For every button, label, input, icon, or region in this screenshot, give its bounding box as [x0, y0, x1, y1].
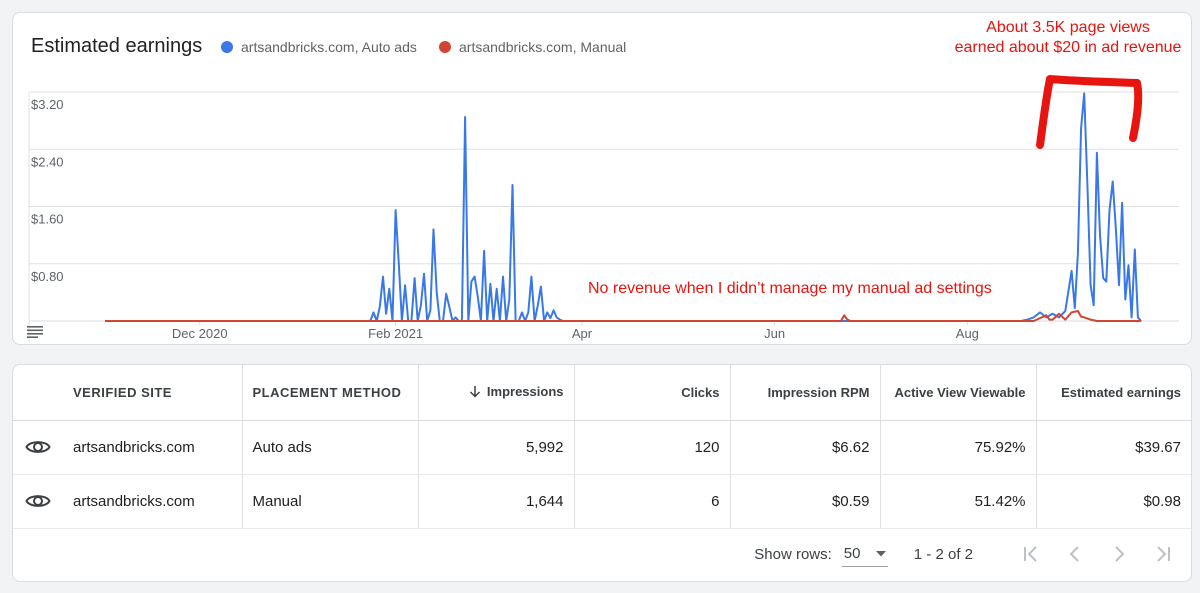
annotation-line: About 3.5K page views: [986, 19, 1150, 36]
series-line-auto-ads: [105, 92, 1142, 322]
cell-method: Manual: [242, 474, 419, 529]
last-page-icon: [1157, 546, 1170, 562]
cell-rpm: $6.62: [730, 420, 881, 475]
annotation-bracket: [1036, 75, 1143, 149]
x-tick-label: Feb 2021: [368, 326, 423, 341]
next-page-button[interactable]: [1097, 539, 1141, 569]
last-page-button[interactable]: [1141, 539, 1185, 569]
first-page-icon: [1024, 546, 1037, 562]
sort-arrow-down-icon: [469, 385, 481, 401]
y-tick-label: $3.20: [31, 97, 64, 112]
cell-site: artsandbricks.com: [63, 420, 243, 475]
x-tick-label: Apr: [572, 326, 593, 341]
header-impressions-label: Impressions: [486, 383, 564, 399]
pagination-range: 1 - 2 of 2: [913, 545, 973, 563]
cell-site: artsandbricks.com: [63, 474, 243, 529]
header-estimated-earnings[interactable]: Estimated earnings: [1036, 365, 1191, 421]
dropdown-arrow-icon: [875, 550, 886, 556]
eye-icon[interactable]: [25, 492, 51, 510]
cell-impressions: 5,992: [418, 420, 575, 475]
header-visibility: [13, 365, 63, 421]
table-header-row: VERIFIED SITE PLACEMENT METHOD Impressio…: [13, 365, 1191, 421]
series-line-manual: [105, 310, 1142, 322]
visibility-cell: [13, 420, 63, 475]
chevron-left-icon: [1069, 546, 1079, 562]
cell-earnings: $0.98: [1036, 474, 1191, 529]
cell-clicks: 120: [574, 420, 731, 475]
annotation-middle: No revenue when I didn’t manage my manua…: [588, 280, 992, 297]
first-page-button[interactable]: [1009, 539, 1053, 569]
legend-label: artsandbricks.com, Auto ads: [241, 39, 417, 55]
header-impressions[interactable]: Impressions: [418, 365, 575, 421]
y-tick-label: $1.60: [31, 212, 64, 227]
header-verified-site[interactable]: VERIFIED SITE: [63, 365, 243, 421]
earnings-chart: $3.20 $2.40 $1.60 $0.80 Dec 2020 Feb 2021 Apr J…: [28, 75, 1179, 343]
cell-viewable: 75.92%: [880, 420, 1037, 475]
header-clicks[interactable]: Clicks: [574, 365, 731, 421]
cell-method: Auto ads: [242, 420, 419, 475]
header-placement-method[interactable]: PLACEMENT METHOD: [242, 365, 419, 421]
earnings-chart-card: $3.20 $2.40 $1.60 $0.80 Dec 2020 Feb 2021 Apr J…: [12, 12, 1192, 345]
chart-title: Estimated earnings: [31, 35, 203, 57]
cell-earnings: $39.67: [1036, 420, 1191, 475]
legend-item-manual[interactable]: artsandbricks.com, Manual: [439, 39, 626, 55]
cell-viewable: 51.42%: [880, 474, 1037, 529]
x-tick-label: Dec 2020: [172, 326, 228, 341]
table-row: artsandbricks.com Manual 1,644 6 $0.59 5…: [13, 474, 1191, 529]
visibility-cell: [13, 474, 63, 529]
header-active-view-viewable[interactable]: Active View Viewable: [880, 365, 1037, 421]
sites-table-card: VERIFIED SITE PLACEMENT METHOD Impressio…: [12, 364, 1192, 582]
y-tick-label: $2.40: [31, 154, 64, 169]
table-row: artsandbricks.com Auto ads 5,992 120 $6.…: [13, 420, 1191, 475]
sites-table: VERIFIED SITE PLACEMENT METHOD Impressio…: [13, 365, 1191, 529]
previous-page-button[interactable]: [1053, 539, 1097, 569]
cell-impressions: 1,644: [418, 474, 575, 529]
chevron-right-icon: [1115, 546, 1125, 562]
legend-dot-icon: [439, 41, 451, 53]
cell-clicks: 6: [574, 474, 731, 529]
legend-dot-icon: [221, 41, 233, 53]
legend-label: artsandbricks.com, Manual: [459, 39, 627, 55]
annotation-top: About 3.5K page views earned about $20 i…: [943, 18, 1191, 58]
annotation-line: earned about $20 in ad revenue: [954, 39, 1182, 56]
header-impression-rpm[interactable]: Impression RPM: [730, 365, 881, 421]
x-tick-label: Aug: [956, 326, 979, 341]
rows-per-page-select[interactable]: 50: [841, 541, 888, 567]
pagination-bar: Show rows: 50 1 - 2 of 2: [13, 527, 1191, 581]
chart-menu-icon[interactable]: [27, 326, 43, 338]
x-tick-label: Jun: [764, 326, 785, 341]
cell-rpm: $0.59: [730, 474, 881, 529]
y-tick-label: $0.80: [31, 269, 64, 284]
eye-icon[interactable]: [25, 438, 51, 456]
rows-per-page-value: 50: [843, 545, 861, 562]
show-rows-label: Show rows:: [754, 545, 832, 563]
legend-item-auto-ads[interactable]: artsandbricks.com, Auto ads: [221, 39, 417, 55]
